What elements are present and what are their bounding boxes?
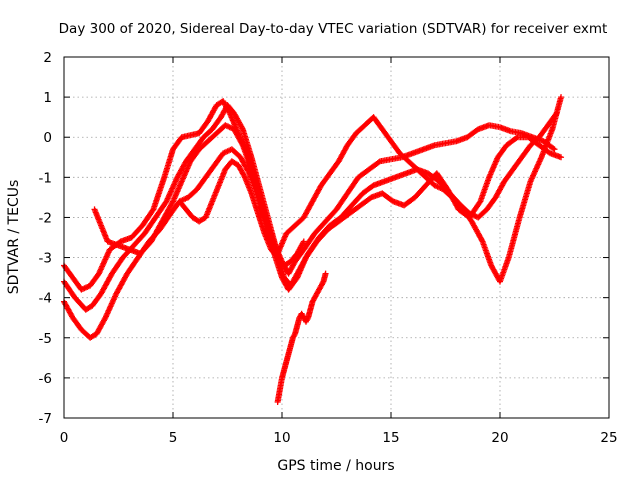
data-point xyxy=(558,154,565,161)
y-tick-label: 2 xyxy=(43,50,52,66)
y-axis-label: SDTVAR / TECUs xyxy=(6,180,22,295)
plot-frame xyxy=(63,56,610,419)
data-point xyxy=(319,279,326,286)
y-tick-label: -2 xyxy=(39,210,52,226)
data-point xyxy=(300,238,307,245)
x-tick-label: 15 xyxy=(382,430,399,446)
data-point xyxy=(291,332,298,339)
x-tick-label: 0 xyxy=(60,430,69,446)
data-point xyxy=(304,316,311,323)
series-track-6 xyxy=(176,158,307,269)
data-points xyxy=(61,94,565,405)
x-tick-label: 10 xyxy=(273,430,290,446)
data-point xyxy=(558,94,565,101)
series-track-4 xyxy=(91,110,560,257)
y-tick-label: -7 xyxy=(39,411,52,427)
y-tick-label: -3 xyxy=(39,251,52,267)
data-point xyxy=(375,159,382,166)
data-point xyxy=(552,111,559,118)
x-tick-label: 25 xyxy=(600,430,617,446)
data-point xyxy=(239,124,246,131)
y-tick-label: 0 xyxy=(43,130,52,146)
data-point xyxy=(149,207,156,214)
data-point xyxy=(300,239,307,246)
data-point xyxy=(322,270,329,277)
data-point xyxy=(239,140,246,147)
y-tick-label: -4 xyxy=(39,291,52,307)
data-point xyxy=(169,199,176,206)
y-tick-label: -5 xyxy=(39,331,52,347)
x-tick-label: 5 xyxy=(169,430,178,446)
data-point xyxy=(553,110,560,117)
x-axis-label: GPS time / hours xyxy=(277,458,394,474)
x-tick-label: 20 xyxy=(491,430,508,446)
chart-title: Day 300 of 2020, Sidereal Day-to-day VTE… xyxy=(59,21,608,37)
axis-ticks: 0 5 10 15 20 25 -7 -6 -5 -4 -3 -2 -1 0 1 2 xyxy=(39,50,618,446)
y-tick-label: -1 xyxy=(39,170,52,186)
data-point xyxy=(513,135,520,142)
data-point xyxy=(241,172,248,179)
series-track-5 xyxy=(274,270,329,405)
y-tick-label: 1 xyxy=(43,90,52,106)
data-point xyxy=(478,237,485,244)
data-point xyxy=(550,145,557,152)
y-tick-label: -6 xyxy=(39,371,52,387)
grid-lines xyxy=(64,57,609,418)
data-point xyxy=(551,146,558,153)
